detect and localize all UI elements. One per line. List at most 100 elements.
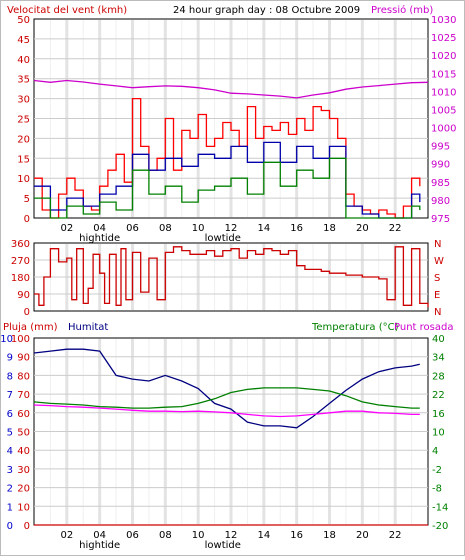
x-tick-label: 20 [356,223,369,234]
x-tick-label: 22 [389,530,402,541]
humidity-line [33,348,420,429]
pressure-tick: 1005 [431,105,456,116]
temperature-tick: -2 [432,465,442,476]
top-x-axis: 02 04 06 08 10 12 14 16 18 20 22 hightide lowtide [60,223,401,244]
temperature-tick: -20 [432,521,448,532]
x-tick-label: 06 [126,530,139,541]
humidity-tick: 70 [17,390,30,401]
direction-degree-ticks: 360 270 180 90 0 [11,239,30,318]
direction-tick: 90 [17,290,30,301]
temperature-tick: 16 [432,409,445,420]
dewpoint-line [33,404,420,418]
x-tick-label: 10 [192,530,205,541]
compass-label: W [434,256,444,267]
x-tick-label: 10 [192,223,205,234]
humidity-tick: 80 [17,371,30,382]
temp-humidity-panel: Pluja (mm) Humitat Temperatura (°C) Punt… [0,322,453,551]
x-tick-label: 16 [290,530,303,541]
pressure-tick: 1010 [431,87,456,98]
x-tick-label: 08 [159,223,172,234]
direction-tick: 0 [24,307,30,318]
wind-speed-tick: 25 [17,115,30,126]
temperature-tick: -14 [432,502,448,513]
humidity-axis-title: Humitat [68,322,108,333]
humidity-tick: 0 [24,521,30,532]
x-tick-label: 08 [159,530,172,541]
wind-speed-axis-title: Velocitat del vent (kmh) [7,5,127,16]
x-tick-label: 14 [257,223,270,234]
pressure-tick: 1020 [431,51,456,62]
rain-tick: 10 [1,334,13,345]
pressure-ticks: 1030 1025 1020 1015 1010 1005 1000 995 990 985 980… [431,15,456,225]
pressure-tick: 975 [431,214,450,225]
pressure-tick: 990 [431,160,450,171]
compass-label: E [434,290,440,301]
rain-tick: 2 [7,484,13,495]
wind-pressure-panel: Velocitat del vent (kmh) 24 hour graph d… [7,4,456,244]
temperature-line [33,387,420,409]
tide-label-high: hightide [79,233,120,244]
pressure-line [33,79,429,99]
temperature-tick: 34 [432,353,445,364]
rain-tick: 3 [7,465,13,476]
humidity-tick: 30 [17,465,30,476]
temp-humidity-series [33,348,428,526]
pressure-tick: 980 [431,196,450,207]
chart-title: 24 hour graph day : 08 Octubre 2009 [173,5,360,16]
x-tick-label: 20 [356,530,369,541]
x-tick-label: 06 [126,223,139,234]
wind-speed-tick: 45 [17,35,30,46]
compass-label: N [434,239,441,250]
temperature-ticks: 40 34 28 22 16 10 4 -2 -8 -14 -20 [432,334,448,532]
x-tick-label: 14 [257,530,270,541]
wind-line-2 [34,157,421,219]
x-tick-label: 16 [290,223,303,234]
pressure-tick: 1030 [431,15,456,26]
tide-label-high: hightide [79,540,120,551]
x-tick-label: 22 [389,223,402,234]
temperature-tick: 4 [432,446,438,457]
temperature-tick: 40 [432,334,445,345]
wind-speed-tick: 20 [17,134,30,145]
x-tick-label: 02 [60,530,73,541]
wind-line-1 [34,141,421,219]
compass-label: S [434,273,440,284]
rain-tick: 1 [7,502,13,513]
wind-speed-tick: 15 [17,154,30,165]
temperature-tick: 10 [432,428,445,439]
pressure-tick: 985 [431,178,450,189]
humidity-tick: 40 [17,446,30,457]
rain-axis-title: Pluja (mm) [3,322,58,333]
direction-tick: 180 [11,273,30,284]
pressure-tick: 995 [431,142,450,153]
rain-tick: 7 [7,390,13,401]
pressure-axis-title: Pressió (mb) [371,4,433,16]
wind-speed-tick: 35 [17,75,30,86]
x-tick-label: 12 [225,223,238,234]
humidity-tick: 20 [17,484,30,495]
temperature-tick: -8 [432,484,442,495]
rain-tick: 0 [7,521,13,532]
rain-tick: 9 [7,353,13,364]
rain-tick: 5 [7,428,13,439]
direction-tick: 270 [11,256,30,267]
wind-speed-tick: 30 [17,95,30,106]
temperature-tick: 22 [432,390,445,401]
direction-line [34,246,429,308]
humidity-tick: 100 [11,334,30,345]
compass-label: N [434,307,441,318]
wind-series [33,79,429,219]
x-tick-label: 02 [60,223,73,234]
dewpoint-axis-title: Punt rosada [394,322,453,333]
x-tick-label: 18 [323,530,336,541]
pressure-tick: 1025 [431,33,456,44]
humidity-tick: 60 [17,409,30,420]
wind-speed-tick: 50 [17,15,30,26]
